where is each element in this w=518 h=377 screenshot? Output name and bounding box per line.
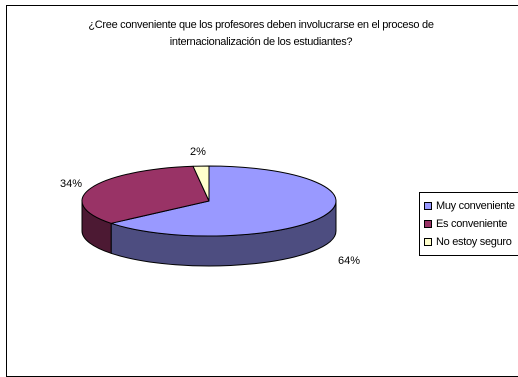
legend-item-2: No estoy seguro [424,234,512,250]
pie-slice-0 [110,165,337,237]
legend-swatch-2 [424,238,432,246]
pie-slice-1 [81,165,210,224]
data-label-0: 64% [338,255,360,267]
legend: Muy conveniente Es conveniente No estoy … [419,192,518,256]
chart-title-line-2: internacionalización de los estudiantes? [169,36,353,48]
data-label-1: 34% [60,178,82,190]
data-label-2: 2% [190,146,206,158]
chart-title-line-1: ¿Cree conveniente que los profesores deb… [88,19,434,31]
pie-slice-2 [192,165,210,202]
legend-swatch-1 [424,220,432,228]
legend-label-0: Muy conveniente [436,200,515,212]
legend-item-1: Es conveniente [424,216,507,232]
chart-title: ¿Cree conveniente que los profesores deb… [40,17,482,51]
legend-item-0: Muy conveniente [424,198,515,214]
legend-label-2: No estoy seguro [436,236,512,248]
legend-swatch-0 [424,202,432,210]
legend-label-1: Es conveniente [436,218,508,230]
